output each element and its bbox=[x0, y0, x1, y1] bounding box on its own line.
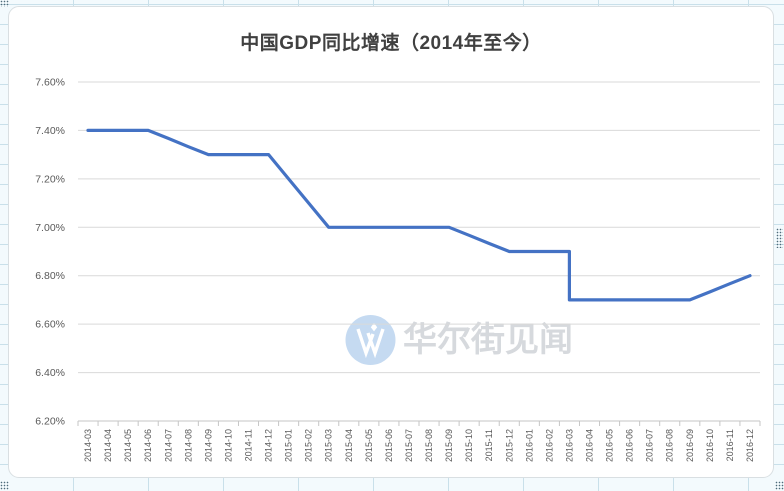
x-axis-label: 2015-07 bbox=[404, 429, 414, 462]
x-axis-label: 2015-10 bbox=[464, 429, 474, 462]
x-axis-label: 2016-12 bbox=[745, 429, 755, 462]
selection-handle-bottom-right[interactable] bbox=[775, 481, 784, 490]
selection-handle-bottom-left[interactable] bbox=[0, 481, 9, 490]
x-axis-label: 2016-02 bbox=[544, 429, 554, 462]
wallstreetcn-w-icon bbox=[370, 323, 378, 332]
y-axis-label: 7.20% bbox=[35, 173, 65, 185]
y-axis-label: 7.00% bbox=[35, 222, 65, 234]
y-axis-label: 6.60% bbox=[35, 319, 65, 331]
x-axis-label: 2016-11 bbox=[725, 429, 735, 461]
x-axis-label: 2016-07 bbox=[645, 429, 655, 462]
x-axis-label: 2014-08 bbox=[183, 429, 193, 462]
x-axis-label: 2016-01 bbox=[524, 429, 534, 462]
x-axis-label: 2016-10 bbox=[705, 429, 715, 462]
y-axis-label: 6.20% bbox=[35, 416, 65, 428]
chart-object[interactable] bbox=[8, 6, 774, 478]
x-axis-label: 2014-11 bbox=[244, 429, 254, 461]
wallstreetcn-w-icon bbox=[366, 328, 385, 359]
x-axis-label: 2015-08 bbox=[424, 429, 434, 462]
x-axis-label: 2014-03 bbox=[83, 429, 93, 462]
x-axis-label: 2016-03 bbox=[564, 429, 574, 462]
x-axis-label: 2016-08 bbox=[665, 429, 675, 462]
x-axis-label: 2016-09 bbox=[685, 429, 695, 462]
chart-title[interactable]: 中国GDP同比增速（2014年至今） bbox=[240, 33, 542, 54]
x-axis-label: 2015-12 bbox=[504, 429, 514, 462]
gridlines bbox=[78, 81, 760, 374]
x-axis-label: 2014-10 bbox=[223, 429, 233, 462]
x-axis-label: 2016-05 bbox=[605, 429, 615, 462]
x-axis-label: 2014-07 bbox=[163, 429, 173, 462]
x-axis-label: 2014-12 bbox=[264, 429, 274, 462]
x-axis-label: 2015-01 bbox=[284, 429, 294, 462]
x-axis-label: 2015-02 bbox=[304, 429, 314, 462]
watermark: 华尔街见闻 bbox=[345, 315, 573, 365]
y-axis-label: 6.40% bbox=[35, 367, 65, 379]
x-axis-labels: 2014-03 2014-04 2014-05 2014-06 2014-07 2014-… bbox=[83, 429, 755, 462]
x-axis-label: 2016-06 bbox=[625, 429, 635, 462]
x-axis-label: 2015-06 bbox=[384, 429, 394, 462]
y-axis-label: 7.40% bbox=[35, 125, 65, 137]
x-axis-label: 2015-03 bbox=[324, 429, 334, 462]
y-axis-labels: 7.60% 7.40% 7.20% 7.00% 6.80% 6.60% 6.40% 6.20% bbox=[35, 77, 65, 428]
x-axis bbox=[77, 420, 761, 426]
x-axis-label: 2015-11 bbox=[484, 429, 494, 461]
x-axis-label: 2014-06 bbox=[143, 429, 153, 462]
x-axis-label: 2015-09 bbox=[444, 429, 454, 462]
x-axis-label: 2015-05 bbox=[364, 429, 374, 462]
x-axis-label: 2014-04 bbox=[103, 429, 113, 462]
x-axis-label: 2014-05 bbox=[123, 429, 133, 462]
selection-handle-top-left[interactable] bbox=[0, 0, 9, 7]
x-axis-label: 2015-04 bbox=[344, 429, 354, 462]
x-axis-label: 2016-04 bbox=[585, 429, 595, 462]
x-axis-label: 2014-09 bbox=[203, 429, 213, 462]
gdp-series-line[interactable] bbox=[86, 128, 752, 302]
watermark-text: 华尔街见闻 bbox=[403, 321, 573, 359]
y-axis-label: 7.60% bbox=[35, 77, 65, 89]
selection-handle-right-middle[interactable] bbox=[776, 228, 783, 248]
y-axis-label: 6.80% bbox=[35, 270, 65, 282]
